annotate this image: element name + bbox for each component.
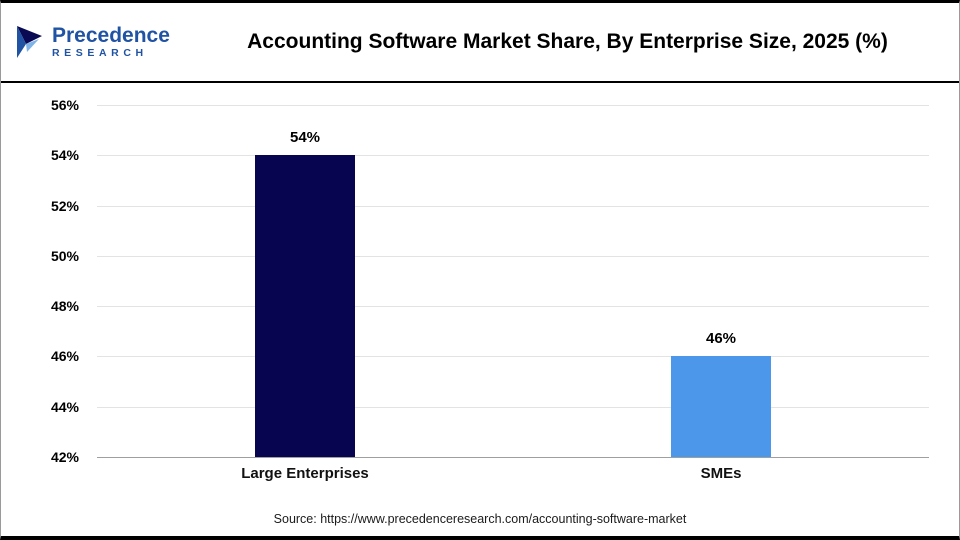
header: Precedence RESEARCH Accounting Software … — [1, 3, 959, 83]
source-text: Source: https://www.precedenceresearch.c… — [273, 512, 687, 526]
y-tick-label: 44% — [50, 398, 79, 415]
chart-title-wrap: Accounting Software Market Share, By Ent… — [206, 25, 959, 60]
y-tick-label: 52% — [50, 197, 79, 214]
y-tick-label: 54% — [50, 147, 79, 164]
y-tick-label: 56% — [50, 97, 79, 113]
bar-value-label: 46% — [705, 330, 737, 348]
chart: 56% 54% 52% 50% 48% 46% 44% 42% 54% 46% Large En… — [1, 83, 959, 534]
y-tick-label: 46% — [50, 348, 79, 365]
y-tick-label: 48% — [50, 298, 79, 315]
precedence-research-logo: Precedence RESEARCH — [1, 24, 206, 60]
gridline — [97, 306, 929, 308]
y-tick-label: 50% — [50, 247, 79, 264]
gridline — [97, 205, 929, 207]
logo-icon — [15, 25, 45, 59]
gridline — [97, 105, 929, 106]
y-tick-label: 42% — [50, 449, 79, 465]
bar-value-label: 54% — [289, 129, 321, 147]
gridline — [97, 255, 929, 257]
bar-smes: 46% — [671, 330, 771, 457]
logo-text: Precedence RESEARCH — [52, 24, 170, 60]
gridline — [97, 155, 929, 157]
x-category-label: Large Enterprises — [241, 465, 369, 482]
gridline — [97, 406, 929, 408]
x-axis-baseline — [97, 457, 929, 458]
plot-area: 54% 46% — [97, 105, 929, 458]
bar-large-enterprises: 54% — [255, 129, 355, 457]
logo-subtitle: RESEARCH — [52, 47, 148, 60]
logo-wordmark: Precedence — [52, 24, 170, 48]
gridline — [97, 356, 929, 358]
x-axis: Large Enterprises SMEs — [97, 465, 929, 489]
chart-title: Accounting Software Market Share, By Ent… — [247, 29, 888, 53]
x-category-label: SMEs — [700, 465, 742, 482]
y-axis: 56% 54% 52% 50% 48% 46% 44% 42% — [1, 97, 85, 465]
